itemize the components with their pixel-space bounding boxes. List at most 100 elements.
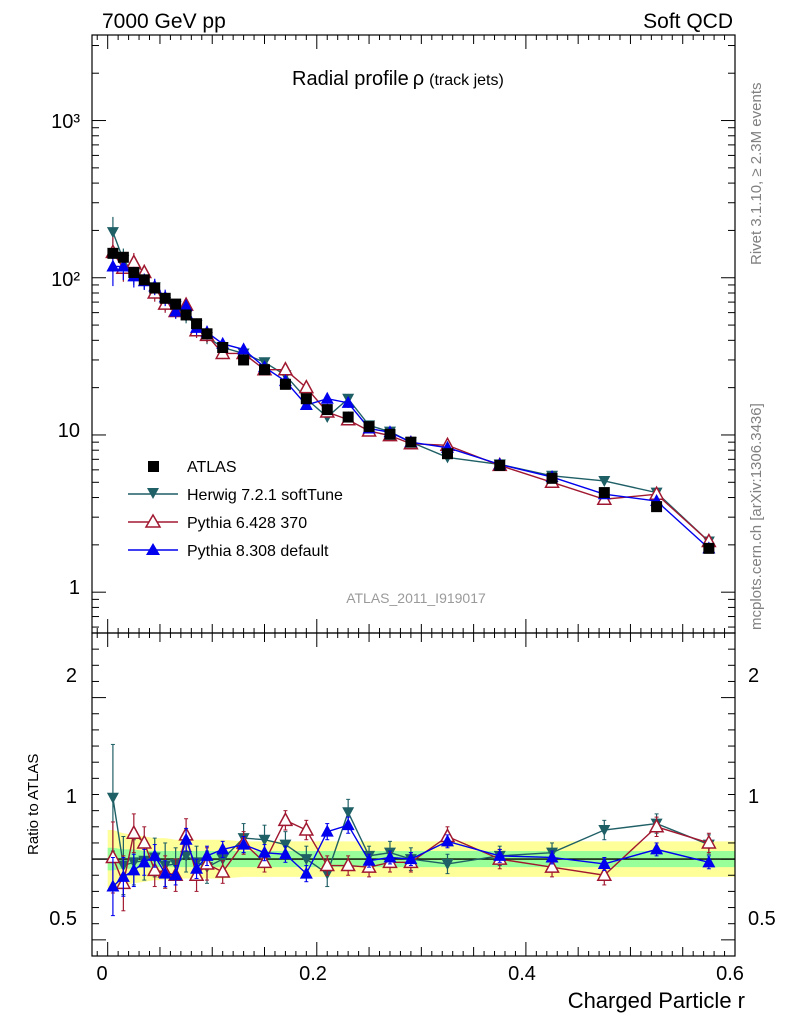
point-atlas <box>384 428 396 440</box>
point-atlas <box>117 251 129 263</box>
ratio-point-pythia-6-428-370 <box>214 863 231 878</box>
point-atlas <box>107 247 119 259</box>
ratio-point-pythia-8-308-default <box>493 848 507 861</box>
main-ticks <box>92 35 736 633</box>
ratio-point-pythia-6-428-370 <box>648 818 665 833</box>
main-y-tick-label-10: 10 <box>58 420 80 442</box>
point-pythia-8-308-default <box>169 304 183 317</box>
legend: ATLAS Herwig 7.2.1 softTune Pythia 6.428… <box>128 459 343 560</box>
legend-marker-pythia6 <box>144 513 162 528</box>
ratio-point-herwig-7-2-1-softtune <box>279 839 292 851</box>
ratio-y-tick-label-1: 1 <box>66 786 77 808</box>
legend-label-atlas: ATLAS <box>187 459 237 476</box>
ratio-point-pythia-6-428-370 <box>319 856 336 872</box>
ratio-point-pythia-6-428-370 <box>126 824 142 840</box>
ratio-point-herwig-7-2-1-softtune <box>180 850 193 862</box>
point-pythia-8-308-default <box>106 259 120 272</box>
ratio-series-pythia-8-308-default <box>106 816 716 917</box>
ratio-point-pythia-6-428-370 <box>256 853 273 869</box>
ratio-point-pythia-8-308-default <box>127 863 141 876</box>
point-atlas <box>321 404 333 416</box>
ratio-point-pythia-8-308-default <box>362 853 376 866</box>
ratio-point-pythia-8-308-default <box>106 879 120 892</box>
ratio-y-tick-label-2: 2 <box>66 665 77 687</box>
ratio-point-herwig-7-2-1-softtune <box>216 854 229 866</box>
point-atlas <box>159 292 171 304</box>
point-atlas <box>363 421 375 433</box>
point-atlas <box>342 411 354 423</box>
point-herwig-7-2-1-softtune <box>598 475 611 487</box>
legend-label-pythia6: Pythia 6.428 370 <box>187 515 307 532</box>
legend-entry-pythia8: Pythia 8.308 default <box>128 543 329 560</box>
ratio-y-axis-label: Ratio to ATLAS <box>25 754 42 855</box>
ratio-point-pythia-6-428-370 <box>298 821 315 836</box>
point-pythia-8-308-default <box>179 299 193 312</box>
ratio-point-pythia-8-308-default <box>545 850 559 863</box>
ratio-point-herwig-7-2-1-softtune <box>258 834 271 846</box>
ratio-point-pythia-8-308-default <box>650 842 664 855</box>
ratio-point-pythia-8-308-default <box>299 866 313 879</box>
x-tick-label-0-2: 0.2 <box>299 963 327 985</box>
point-pythia-8-308-default <box>237 342 251 355</box>
ratio-point-pythia-8-308-default <box>237 837 251 850</box>
point-atlas <box>703 542 715 554</box>
analysis-watermark: ATLAS_2011_I919017 <box>346 590 486 606</box>
ratio-point-herwig-7-2-1-softtune <box>598 825 611 837</box>
legend-marker-pythia8 <box>146 543 160 555</box>
point-pythia-8-308-default <box>116 259 130 272</box>
chart-title-suffix: (track jets) <box>429 72 504 89</box>
ratio-point-pythia-6-428-370 <box>146 861 163 877</box>
point-pythia-6-428-370 <box>277 361 294 376</box>
chart-title: Radial profile ρ (track jets) <box>292 68 504 90</box>
main-y-tick-label-100: 10² <box>51 269 80 291</box>
point-atlas <box>279 378 291 390</box>
header-right-label: Soft QCD <box>643 10 733 33</box>
point-atlas <box>180 309 192 321</box>
rivet-version-label: Rivet 3.1.10, ≥ 2.3M events <box>748 83 765 266</box>
ratio-y-tick-label-0-5: 0.5 <box>49 908 77 930</box>
point-atlas <box>170 298 182 310</box>
ratio-point-pythia-8-308-default <box>404 852 418 865</box>
ratio-point-pythia-8-308-default <box>258 845 272 858</box>
point-atlas <box>300 393 312 405</box>
legend-entry-atlas: ATLAS <box>148 459 237 476</box>
point-atlas <box>651 501 663 513</box>
point-atlas <box>598 487 610 499</box>
ratio-point-pythia-8-308-default <box>702 855 716 868</box>
ratio-point-pythia-8-308-default <box>158 866 172 879</box>
ratio-y-tick-label-right-1: 1 <box>748 786 759 808</box>
point-atlas <box>138 274 150 286</box>
ratio-point-pythia-6-428-370 <box>136 834 153 849</box>
ratio-point-pythia-8-308-default <box>190 861 204 874</box>
ratio-point-pythia-8-308-default <box>341 818 355 831</box>
x-axis-label: Charged Particle r <box>568 988 745 1013</box>
x-tick-label-0-4: 0.4 <box>508 963 536 985</box>
series-atlas <box>107 247 715 554</box>
ratio-point-pythia-8-308-default <box>597 856 611 869</box>
point-atlas <box>201 328 213 340</box>
ratio-point-herwig-7-2-1-softtune <box>106 792 119 804</box>
point-pythia-6-428-370 <box>126 253 142 269</box>
ratio-point-pythia-8-308-default <box>216 842 230 855</box>
point-atlas <box>217 342 229 354</box>
ratio-point-pythia-6-428-370 <box>277 811 294 827</box>
ratio-ticks <box>92 633 736 956</box>
ratio-point-herwig-7-2-1-softtune <box>300 854 313 866</box>
legend-marker-atlas <box>148 461 159 472</box>
point-atlas <box>149 282 161 294</box>
point-pythia-6-428-370 <box>298 379 315 394</box>
point-herwig-7-2-1-softtune <box>106 227 119 239</box>
ratio-y-tick-label-right-0-5: 0.5 <box>748 908 776 930</box>
point-pythia-8-308-default <box>320 391 334 404</box>
ratio-point-pythia-8-308-default <box>148 848 162 861</box>
ratio-point-pythia-8-308-default <box>137 855 151 868</box>
main-y-tick-label-1000: 10³ <box>51 111 80 133</box>
main-data-layer <box>105 216 717 554</box>
ratio-point-herwig-7-2-1-softtune <box>342 807 355 819</box>
point-atlas <box>191 318 203 330</box>
legend-label-pythia8: Pythia 8.308 default <box>187 543 329 560</box>
ratio-point-pythia-8-308-default <box>320 824 334 837</box>
point-atlas <box>128 266 140 278</box>
main-y-tick-label-1: 1 <box>69 577 80 599</box>
